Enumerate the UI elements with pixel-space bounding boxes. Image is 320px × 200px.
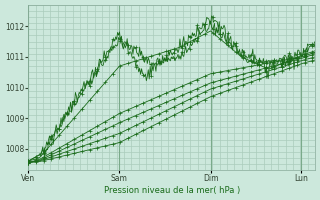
- X-axis label: Pression niveau de la mer( hPa ): Pression niveau de la mer( hPa ): [104, 186, 240, 195]
